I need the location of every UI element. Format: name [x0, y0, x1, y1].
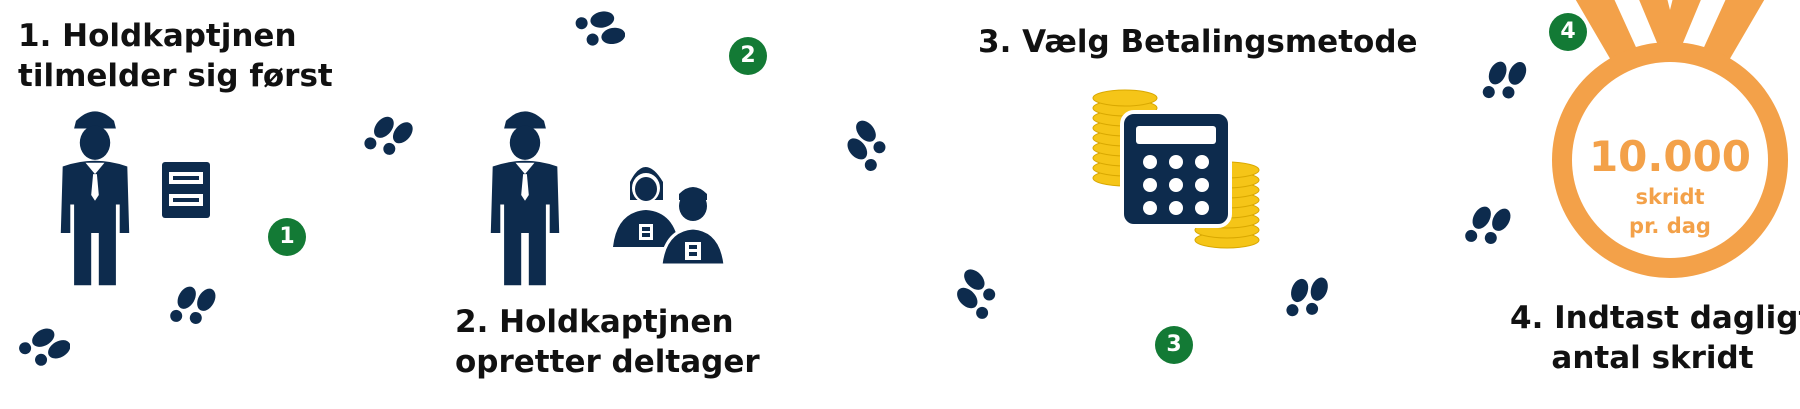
footprints-icon	[10, 320, 70, 380]
step-1-title-line2: tilmelder sig først	[18, 58, 333, 94]
captain-icon	[490, 111, 560, 286]
calculator-icon	[1120, 110, 1232, 228]
footprints-icon	[950, 268, 1010, 328]
footprints-icon	[565, 0, 625, 60]
medal-line2: pr. dag	[1629, 214, 1711, 238]
medal-value: 10.000	[1588, 132, 1752, 181]
footprints-icon	[840, 120, 900, 180]
step-3-badge: 3	[1155, 326, 1193, 364]
medal-icon	[1552, 0, 1788, 278]
footprints-icon	[160, 280, 220, 340]
step-1-title-line1: 1. Holdkaptjnen	[18, 18, 297, 54]
participants-icon	[613, 167, 727, 267]
footprints-icon	[1472, 55, 1532, 115]
medal-line1: skridt	[1635, 185, 1705, 209]
step-2-title-line1: 2. Holdkaptjnen	[455, 304, 734, 340]
step-4-title-line2: antal skridt	[1551, 340, 1754, 376]
footprints-icon	[355, 110, 415, 170]
step-2-badge: 2	[729, 37, 767, 75]
step-4-title-line1: 4. Indtast dagligt	[1510, 300, 1800, 336]
step-4-badge: 4	[1549, 13, 1587, 51]
step-2-title-line2: opretter deltager	[455, 344, 760, 380]
step-3-title: 3. Vælg Betalingsmetode	[978, 24, 1418, 60]
footprints-icon	[1275, 272, 1335, 332]
id-card-icon	[162, 162, 210, 218]
captain-icon	[60, 111, 130, 286]
footprints-icon	[1455, 200, 1515, 260]
step-1-badge: 1	[268, 218, 306, 256]
